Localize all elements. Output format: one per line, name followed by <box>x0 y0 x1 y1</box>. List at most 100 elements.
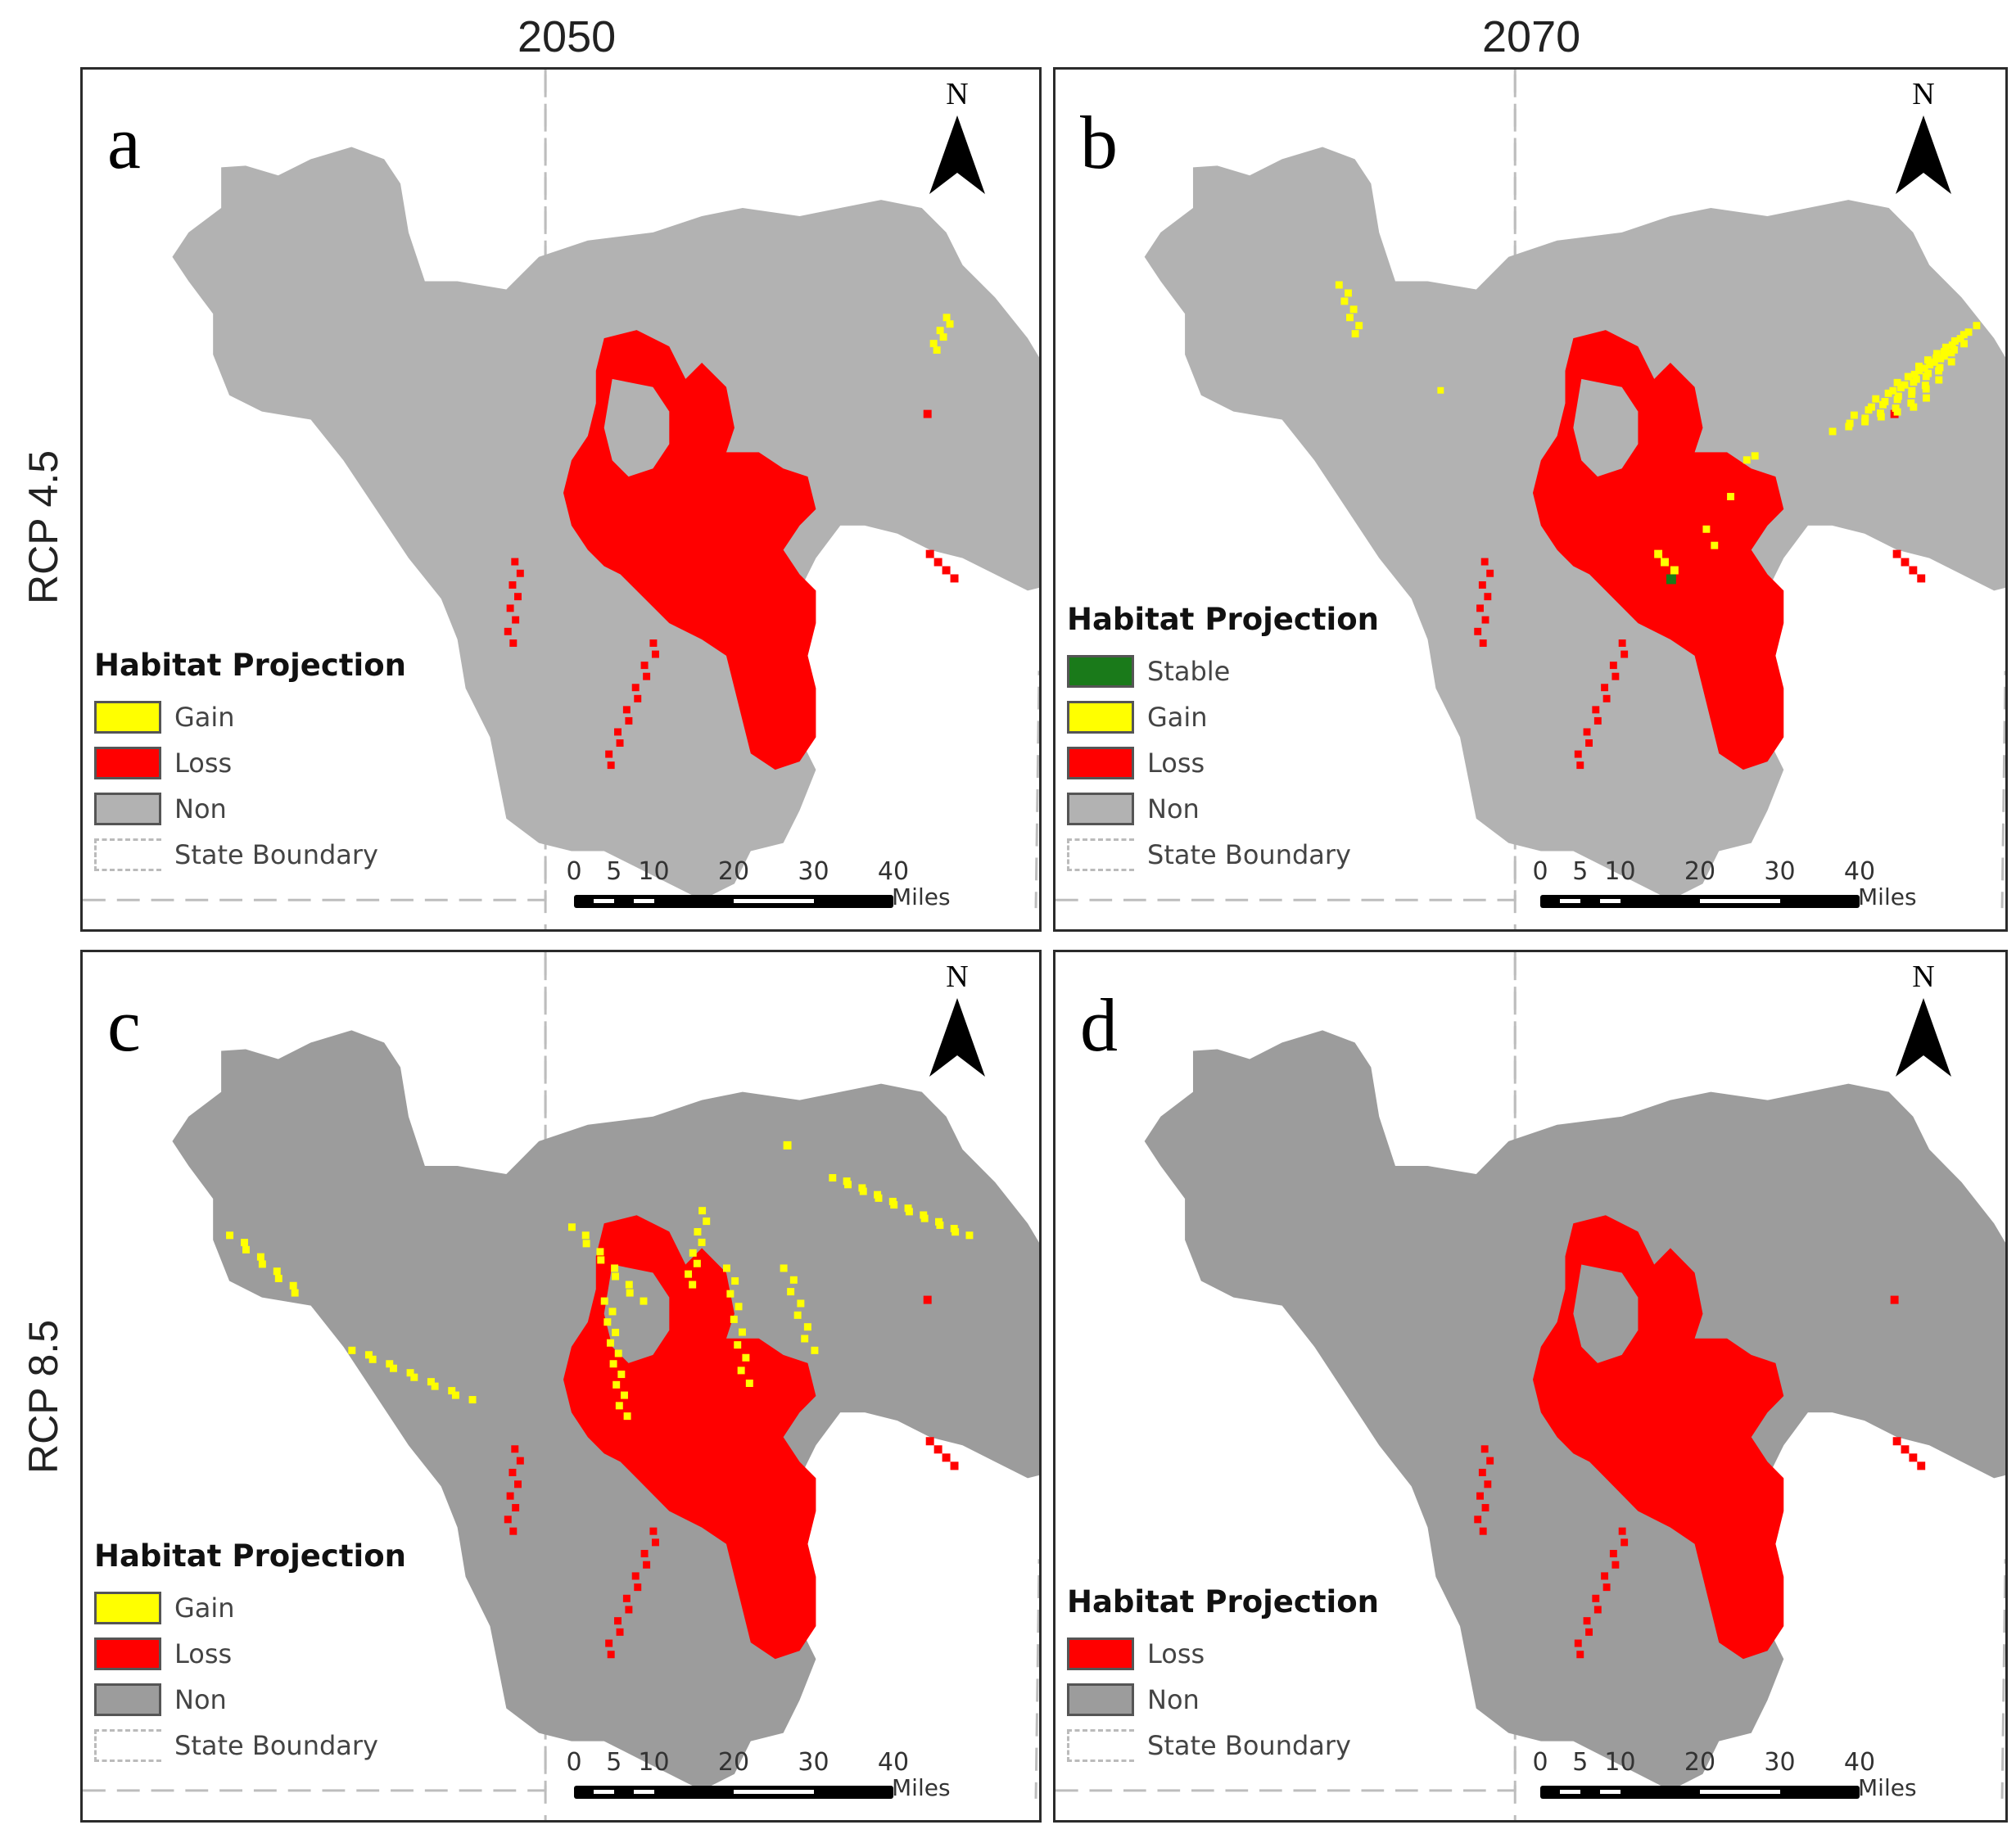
gain-fragment <box>368 1355 377 1363</box>
gain-fragment <box>737 1366 745 1375</box>
loss-fragment <box>607 1651 615 1659</box>
loss-fragment <box>512 616 520 624</box>
gain-fragment <box>364 1351 373 1359</box>
scale-tick-label: 5 <box>606 857 622 886</box>
legend-item-non: Non <box>1067 1677 1379 1723</box>
scale-tick-label: 30 <box>1764 1748 1796 1777</box>
legend-item-gain: Gain <box>1067 694 1379 740</box>
gain-fragment <box>1828 427 1837 436</box>
north-letter: N <box>1912 960 1935 994</box>
gain-fragment <box>603 1318 612 1326</box>
north-arrow-icon: N <box>924 960 990 1078</box>
scale-tick-label: 5 <box>606 1748 622 1777</box>
loss-fragment <box>1486 1457 1494 1465</box>
scale-unit: Miles <box>892 1774 951 1801</box>
gain-fragment <box>289 1281 297 1290</box>
gain-fragment <box>936 1221 944 1229</box>
gain-fragment <box>1932 355 1940 362</box>
legend-item-stable: Stable <box>1067 648 1379 694</box>
state-boundary-line <box>1055 70 1517 901</box>
gain-fragment <box>226 1231 234 1240</box>
loss-fragment <box>771 1396 780 1404</box>
gain-fragment <box>582 1240 590 1248</box>
scale-tick-label: 10 <box>638 1748 670 1777</box>
gain-fragment <box>1893 378 1901 386</box>
loss-fragment <box>1574 750 1582 758</box>
loss-fragment <box>605 750 613 758</box>
gain-fragment <box>1865 406 1873 414</box>
scale-tick-label: 30 <box>798 857 829 886</box>
loss-fragment <box>1618 1527 1626 1535</box>
gain-fragment <box>738 1328 746 1336</box>
loss-fragment <box>1474 1516 1482 1524</box>
loss-fragment <box>504 1516 512 1524</box>
north-letter: N <box>946 960 969 994</box>
gain-fragment <box>693 1259 701 1267</box>
habitat-map <box>83 952 1039 1820</box>
scale-unit: Miles <box>892 883 951 910</box>
gain-fragment <box>1711 541 1719 549</box>
gain-fragment <box>448 1387 456 1395</box>
loss-fragment <box>605 1639 613 1647</box>
gain-fragment <box>685 1270 693 1278</box>
gain-fragment <box>1879 400 1887 409</box>
gain-fragment <box>1960 340 1968 348</box>
loss-fragment <box>1724 508 1732 517</box>
gain-fragment <box>451 1391 459 1399</box>
scale-tick-label: 40 <box>877 857 910 886</box>
gain-fragment <box>1884 389 1892 397</box>
scale-tick-label: 20 <box>1684 1748 1716 1777</box>
gain-fragment <box>612 1328 620 1336</box>
loss-fragment <box>1739 508 1747 517</box>
loss-fragment <box>1601 684 1609 692</box>
legend-swatch-loss <box>1067 1638 1134 1670</box>
gain-fragment <box>929 340 938 348</box>
non-habitat-hole <box>603 1264 670 1363</box>
loss-fragment <box>771 508 780 517</box>
scale-bar: 0 5 10 20 30 40 Miles <box>1532 857 1916 915</box>
loss-fragment <box>933 1445 942 1454</box>
gain-fragment <box>596 1248 604 1256</box>
loss-fragment <box>511 558 519 566</box>
scale-tick-label: 0 <box>566 857 582 886</box>
north-letter: N <box>1912 77 1935 111</box>
legend-label: Gain <box>174 702 235 733</box>
loss-fragment <box>1917 1461 1926 1470</box>
gain-fragment <box>965 1231 974 1240</box>
gain-fragment <box>946 320 954 328</box>
gain-fragment <box>608 1308 617 1316</box>
habitat-map <box>1055 952 2005 1820</box>
gain-fragment <box>1914 367 1923 375</box>
legend-item-gain: Gain <box>94 1585 406 1631</box>
habitat-map <box>83 70 1039 929</box>
loss-fragment <box>1593 1606 1602 1614</box>
legend-swatch-non <box>1067 1683 1134 1716</box>
legend-item-boundary: State Boundary <box>1067 832 1379 878</box>
gain-fragment <box>694 1227 702 1236</box>
gain-fragment <box>1907 399 1915 407</box>
legend-swatch-boundary <box>94 838 161 871</box>
map-panel-d: d N Habitat Projection Loss Non State Boundar… <box>1053 950 2008 1823</box>
scale-tick-label: 0 <box>1532 1748 1548 1777</box>
gain-fragment <box>797 1299 805 1308</box>
gain-fragment <box>1670 566 1679 575</box>
gain-fragment <box>1947 358 1955 366</box>
legend-item-loss: Loss <box>1067 1631 1379 1677</box>
legend-label: Non <box>174 793 227 824</box>
scale-bar-segment <box>1560 1790 1580 1794</box>
gain-fragment <box>803 1323 811 1331</box>
loss-fragment <box>923 1295 932 1304</box>
north-arrow-icon: N <box>924 78 990 196</box>
gain-fragment <box>600 1297 608 1305</box>
legend-item-non: Non <box>1067 786 1379 832</box>
loss-fragment <box>640 1550 649 1558</box>
legend-swatch-gain <box>94 701 161 734</box>
legend-label: Non <box>1147 1684 1200 1715</box>
loss-fragment <box>643 672 651 680</box>
loss-fragment <box>1481 616 1489 624</box>
gain-fragment <box>722 1264 730 1272</box>
loss-fragment <box>643 1561 651 1569</box>
loss-fragment <box>1479 639 1487 647</box>
legend-label: State Boundary <box>1147 1730 1351 1761</box>
loss-fragment <box>1892 1437 1901 1446</box>
